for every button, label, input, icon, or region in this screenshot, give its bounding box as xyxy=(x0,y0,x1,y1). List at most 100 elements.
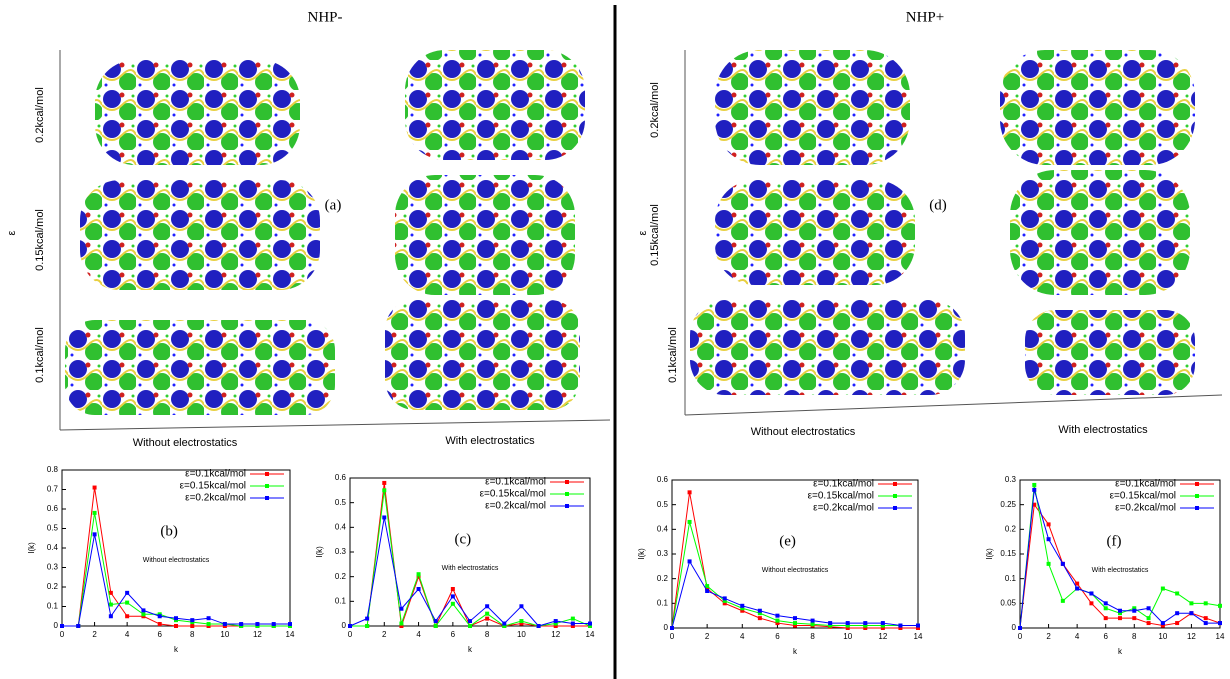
data-point xyxy=(588,621,592,626)
y-tick-label: 0.7 xyxy=(47,485,59,494)
legend-label: ε=0.15kcal/mol xyxy=(180,481,246,492)
row-label: 0.1kcal/mol xyxy=(667,327,679,383)
data-point xyxy=(1089,591,1094,596)
panel-axis xyxy=(684,394,1223,416)
y-tick-label: 0 xyxy=(54,621,59,630)
data-point xyxy=(92,532,97,537)
data-point xyxy=(468,619,472,624)
data-point xyxy=(222,622,227,627)
cluster xyxy=(385,300,580,410)
x-tick-label: 14 xyxy=(586,630,595,639)
data-point xyxy=(1203,601,1208,606)
data-point xyxy=(382,515,387,520)
legend-marker xyxy=(1195,506,1199,510)
y-tick-label: 0 xyxy=(664,623,669,632)
data-point xyxy=(92,485,97,490)
x-tick-label: 14 xyxy=(914,632,923,641)
x-tick-label: 8 xyxy=(1132,632,1137,641)
legend-marker xyxy=(893,506,897,510)
y-axis-label: I(k) xyxy=(637,548,646,560)
panel-title: NHP- xyxy=(307,9,342,25)
y-tick-label: 0.5 xyxy=(47,524,59,533)
panel-label: (e) xyxy=(779,533,796,549)
row-label: 0.2kcal/mol xyxy=(649,82,661,138)
data-point xyxy=(1132,606,1137,611)
data-point xyxy=(1160,621,1165,626)
y-tick-label: 0.15 xyxy=(1000,549,1016,558)
data-point xyxy=(1189,601,1194,606)
data-point xyxy=(1032,482,1037,487)
data-point xyxy=(1118,608,1122,613)
data-point xyxy=(433,619,438,624)
data-point xyxy=(125,614,130,619)
data-point xyxy=(485,616,490,621)
data-point xyxy=(108,614,113,619)
legend-marker xyxy=(565,492,569,496)
data-point xyxy=(722,601,727,606)
data-point xyxy=(1089,601,1094,606)
data-point xyxy=(239,622,244,627)
molecule-images xyxy=(65,50,1195,415)
cluster xyxy=(65,320,335,415)
data-point xyxy=(705,589,710,593)
data-point xyxy=(1175,621,1180,626)
column-label: Without electrostatics xyxy=(751,426,856,438)
x-tick-label: 2 xyxy=(92,630,97,639)
x-tick-label: 4 xyxy=(416,630,421,639)
data-point xyxy=(880,623,885,628)
row-label: 0.1kcal/mol xyxy=(34,327,46,383)
data-point xyxy=(898,626,903,630)
data-point xyxy=(502,624,507,628)
cluster xyxy=(1000,50,1195,165)
data-point xyxy=(845,623,850,628)
y-tick-label: 0.05 xyxy=(1000,598,1016,607)
data-point xyxy=(271,622,276,627)
axis-label: ε xyxy=(6,230,18,235)
legend-marker xyxy=(265,484,269,488)
y-tick-label: 0.3 xyxy=(47,563,59,572)
x-tick-label: 2 xyxy=(1046,632,1051,641)
panel-label: (c) xyxy=(454,531,471,547)
legend-marker xyxy=(893,494,897,498)
data-point xyxy=(1103,616,1108,621)
data-point xyxy=(206,616,211,621)
plot-frame xyxy=(671,479,919,629)
y-tick-label: 0.5 xyxy=(657,500,669,509)
note: With electrostatics xyxy=(1092,567,1149,574)
legend-label: ε=0.1kcal/mol xyxy=(813,479,874,490)
legend-label: ε=0.2kcal/mol xyxy=(813,503,874,514)
data-point xyxy=(1046,561,1051,566)
data-point xyxy=(757,611,762,616)
data-point xyxy=(553,619,558,624)
legend-label: ε=0.15kcal/mol xyxy=(808,491,874,502)
data-point xyxy=(1175,611,1180,616)
series-line xyxy=(350,490,591,628)
data-point xyxy=(1060,598,1065,603)
data-point xyxy=(1032,502,1037,507)
y-tick-label: 0.6 xyxy=(657,475,669,484)
column-label: With electrostatics xyxy=(445,435,535,447)
data-point xyxy=(793,621,797,626)
data-point xyxy=(288,622,292,627)
data-point xyxy=(108,602,113,607)
data-point xyxy=(60,624,64,628)
data-point xyxy=(828,621,833,626)
data-point xyxy=(190,618,195,623)
x-tick-label: 4 xyxy=(740,632,745,641)
data-point xyxy=(793,623,797,628)
legend-label: ε=0.2kcal/mol xyxy=(1115,503,1176,514)
x-tick-label: 10 xyxy=(1158,632,1167,641)
data-point xyxy=(757,616,762,621)
data-point xyxy=(570,621,575,626)
panel-title: NHP+ xyxy=(906,9,944,25)
data-point xyxy=(775,613,780,618)
data-point xyxy=(1018,626,1022,630)
data-point xyxy=(1160,623,1165,628)
row-label: 0.2kcal/mol xyxy=(34,87,46,143)
data-point xyxy=(416,572,421,577)
x-axis-label: k xyxy=(468,645,473,654)
plot-frame xyxy=(61,469,291,627)
data-point xyxy=(722,598,727,603)
series-line xyxy=(671,492,918,629)
